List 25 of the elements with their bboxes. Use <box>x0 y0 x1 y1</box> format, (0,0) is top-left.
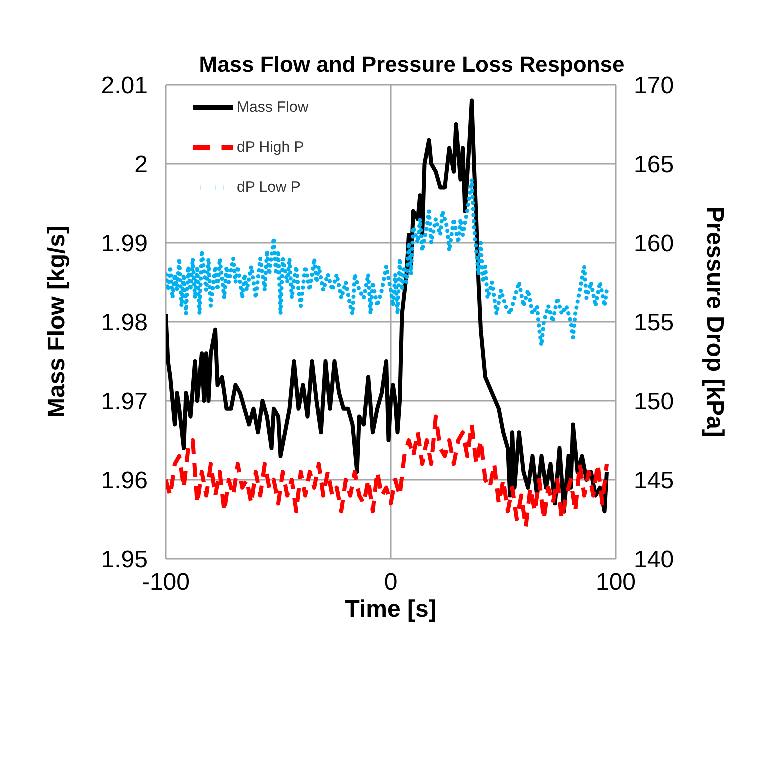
y-tick-label: 2.01 <box>101 72 148 100</box>
y2-tick-label: 140 <box>634 546 674 574</box>
y-tick-label: 1.99 <box>101 230 148 258</box>
line-series <box>166 414 609 530</box>
y2-tick-label: 170 <box>634 72 674 100</box>
chart-title: Mass Flow and Pressure Loss Response <box>199 52 625 77</box>
line-series <box>166 178 609 348</box>
x-tick-label: 100 <box>596 569 636 596</box>
line-series <box>166 98 609 514</box>
legend-label: dP High P <box>237 139 304 156</box>
y-tick-label: 2 <box>134 152 148 179</box>
y-tick-label: 1.97 <box>101 388 148 416</box>
x-tick-label: 0 <box>384 569 398 596</box>
y2-axis-title: Pressure Drop [kPa] <box>701 206 728 438</box>
y2-tick-label: 160 <box>634 230 674 258</box>
y-tick-label: 1.98 <box>101 310 148 337</box>
y2-tick-label: 165 <box>634 152 674 179</box>
legend-label: Mass Flow <box>237 99 309 116</box>
y-tick-label: 1.96 <box>101 468 148 495</box>
y2-tick-label: 155 <box>634 310 674 337</box>
y-axis-title: Mass Flow [kg/s] <box>44 226 71 418</box>
y2-tick-label: 145 <box>634 468 674 495</box>
y2-tick-label: 150 <box>634 388 674 416</box>
legend-label: dP Low P <box>237 179 301 196</box>
x-axis-title: Time [s] <box>345 596 437 623</box>
